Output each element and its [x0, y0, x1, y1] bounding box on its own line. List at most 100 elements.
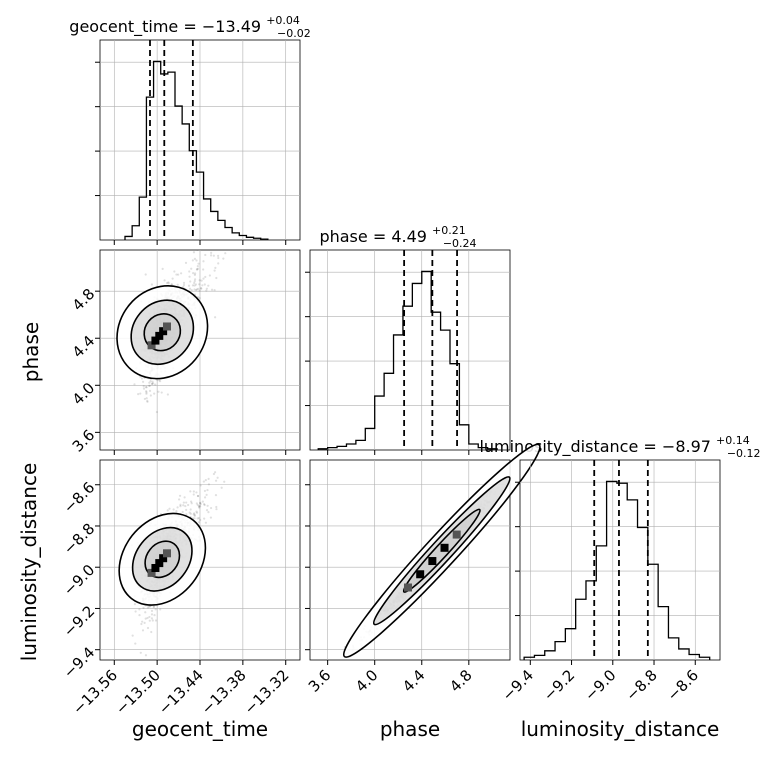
sample-point	[196, 494, 200, 498]
sample-point	[182, 241, 184, 243]
sample-point	[175, 273, 178, 276]
sample-point	[185, 501, 188, 504]
sample-point	[193, 288, 196, 291]
sample-point	[194, 283, 198, 286]
sample-point	[188, 287, 192, 290]
sample-point	[207, 284, 210, 287]
sample-point	[213, 269, 216, 272]
sample-point	[209, 254, 213, 257]
x-tick-label: 3.6	[305, 666, 335, 696]
sample-point	[214, 266, 217, 269]
sample-point	[334, 672, 336, 674]
sample-point	[143, 397, 146, 401]
sample-point	[190, 502, 193, 505]
sample-point	[202, 260, 205, 263]
sample-point	[184, 261, 188, 264]
sample-point	[145, 390, 148, 393]
sample-point	[161, 267, 164, 271]
sample-point	[168, 507, 171, 510]
density-cell	[163, 322, 171, 331]
sample-point	[195, 491, 198, 494]
sample-point	[182, 281, 186, 284]
sample-point	[200, 287, 203, 290]
sample-point	[197, 287, 200, 290]
sample-point	[193, 512, 196, 515]
sample-point	[209, 506, 213, 510]
sample-point	[145, 392, 148, 395]
sample-point	[146, 606, 149, 609]
x-tick-label: −9.2	[540, 666, 578, 704]
sample-point	[148, 381, 151, 384]
sample-point	[176, 506, 179, 509]
sample-point	[159, 608, 162, 611]
sample-point	[193, 273, 196, 277]
sample-point	[184, 504, 187, 508]
xlabel-luminosity-distance: luminosity_distance	[521, 717, 720, 741]
sample-point	[167, 281, 170, 284]
sample-point	[203, 502, 206, 506]
sample-point	[214, 494, 218, 497]
sample-point	[193, 284, 196, 287]
sample-point	[213, 288, 216, 292]
sample-point	[179, 505, 182, 508]
sample-point	[179, 272, 183, 275]
x-tick-label: −9.4	[499, 666, 537, 704]
sample-point	[151, 619, 154, 622]
sample-point	[166, 393, 169, 396]
y-tick-label: −9.0	[60, 561, 98, 599]
sample-point	[198, 279, 201, 282]
sample-point	[141, 629, 145, 632]
density-cell	[155, 559, 164, 568]
sample-point	[138, 614, 141, 617]
sample-point	[189, 490, 192, 493]
y-tick-label: 4.0	[69, 379, 99, 409]
x-tick-label: −8.6	[664, 666, 702, 704]
x-tick-label: −13.44	[155, 666, 207, 718]
sample-point	[199, 484, 202, 487]
y-tick-label: 4.8	[69, 285, 99, 315]
sample-point	[193, 514, 196, 518]
sample-point	[181, 510, 184, 514]
sample-point	[147, 605, 151, 608]
sample-point	[208, 274, 211, 277]
sample-point	[223, 480, 226, 483]
sample-point	[150, 630, 153, 634]
sample-point	[139, 651, 142, 654]
sample-point	[213, 471, 217, 474]
sample-point	[199, 518, 202, 522]
sample-point	[155, 410, 158, 414]
sample-point	[216, 476, 219, 479]
sample-point	[193, 257, 197, 260]
sample-point	[224, 252, 227, 255]
sample-point	[193, 281, 196, 285]
sample-point	[133, 602, 137, 606]
sample-point	[142, 387, 146, 390]
sample-point	[149, 394, 152, 397]
panel-geocent_time-phase: 3.6 4.0 4.4 4.8	[69, 241, 301, 456]
sample-point	[185, 513, 188, 516]
sample-point	[199, 286, 203, 290]
density-cell	[159, 327, 168, 336]
sample-point	[196, 494, 200, 498]
sample-point	[197, 516, 201, 520]
sample-point	[207, 477, 210, 480]
sample-point	[197, 262, 200, 265]
sample-point	[205, 493, 208, 496]
sample-point	[205, 289, 208, 292]
sample-point	[146, 399, 149, 402]
sample-point	[196, 265, 199, 268]
sample-point	[188, 275, 191, 278]
sample-point	[192, 513, 195, 516]
sample-point	[134, 642, 137, 645]
sample-point	[203, 489, 207, 493]
sample-point	[199, 501, 202, 504]
density-cell	[155, 331, 164, 340]
sample-point	[202, 480, 205, 483]
sample-point	[150, 613, 154, 616]
sample-point	[193, 513, 196, 517]
sample-point	[142, 385, 145, 388]
sample-point	[199, 505, 202, 508]
sample-point	[215, 508, 218, 511]
density-cell	[404, 583, 412, 592]
